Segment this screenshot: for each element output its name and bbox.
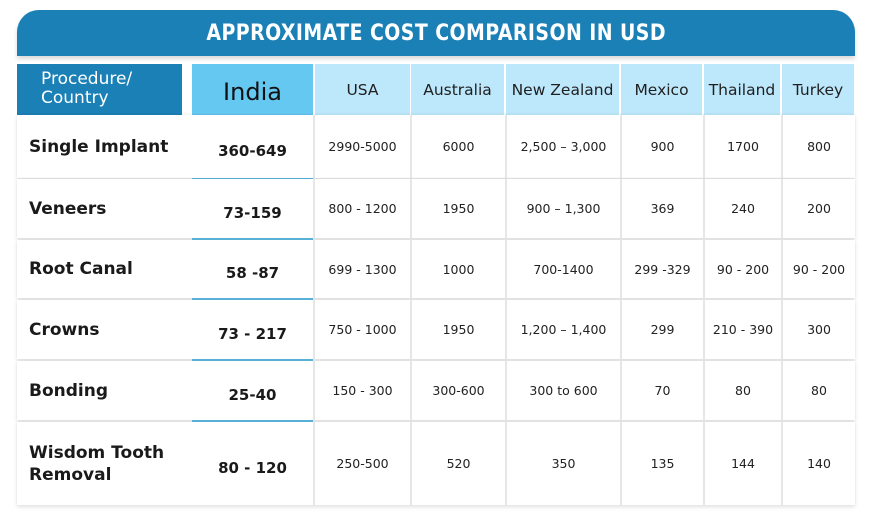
cell-turkey-root-canal: 90 - 200 [781,240,855,298]
cell-india-root-canal: 58 -87 [192,248,313,298]
cell-usa-root-canal: 699 - 1300 [313,240,410,298]
cell-thailand-root-canal: 90 - 200 [703,240,781,298]
cell-mexico-veneers: 369 [620,179,703,238]
column-header-mexico: Mexico [621,64,702,115]
cell-mexico-wisdom-tooth-removal: 135 [620,422,703,505]
cell-mexico-bonding: 70 [620,361,703,420]
corner-header-line-2: Country [41,88,109,108]
column-header-australia: Australia [411,64,504,115]
row-label-text: Single Implant [29,136,168,158]
cell-mexico-root-canal: 299 -329 [620,240,703,298]
row-label-text: Bonding [29,380,108,402]
cell-thailand-crowns: 210 - 390 [703,300,781,359]
cell-new-zealand-root-canal: 700-1400 [505,240,620,298]
corner-header: Procedure/ Country [17,64,182,115]
cell-australia-root-canal: 1000 [410,240,505,298]
table-row [17,300,855,359]
cell-turkey-single-implant: 800 [781,115,855,178]
row-label-crowns: Crowns [17,300,192,359]
table-row [17,115,855,178]
row-label-line: Bonding [29,380,109,401]
row-label-text: Crowns [29,319,99,341]
cell-turkey-bonding: 80 [781,361,855,420]
cell-australia-bonding: 300-600 [410,361,505,420]
cell-usa-bonding: 150 - 300 [313,361,410,420]
cell-usa-veneers: 800 - 1200 [313,179,410,238]
cell-new-zealand-veneers: 900 – 1,300 [505,179,620,238]
table-title-bar: APPROXIMATE COST COMPARISON IN USD [17,10,855,56]
cell-india-wisdom-tooth-removal: 80 - 120 [192,430,313,505]
row-label-root-canal: Root Canal [17,240,192,298]
cell-thailand-wisdom-tooth-removal: 144 [703,422,781,505]
cell-india-bonding: 25-40 [192,369,313,420]
row-label-single-implant: Single Implant [17,115,192,178]
cell-australia-veneers: 1950 [410,179,505,238]
cell-new-zealand-crowns: 1,200 – 1,400 [505,300,620,359]
cell-australia-single-implant: 6000 [410,115,505,178]
table-row [17,240,855,298]
cell-usa-wisdom-tooth-removal: 250-500 [313,422,410,505]
cell-mexico-crowns: 299 [620,300,703,359]
column-header-new-zealand: New Zealand [506,64,619,115]
cell-turkey-wisdom-tooth-removal: 140 [781,422,855,505]
column-header-thailand: Thailand [704,64,780,115]
row-label-line: Crowns [29,319,100,340]
row-label-text: Wisdom Tooth Removal [29,442,164,486]
cell-india-veneers: 73-159 [192,187,313,238]
cell-turkey-veneers: 200 [781,179,855,238]
cell-australia-wisdom-tooth-removal: 520 [410,422,505,505]
row-label-line: Wisdom Tooth [29,442,165,463]
row-label-bonding: Bonding [17,361,192,420]
row-label-text: Root Canal [29,258,133,280]
row-label-text: Veneers [29,198,106,220]
column-header-turkey: Turkey [782,64,854,115]
cell-new-zealand-bonding: 300 to 600 [505,361,620,420]
row-label-line: Removal [29,464,112,485]
cell-mexico-single-implant: 900 [620,115,703,178]
column-header-usa: USA [315,64,410,115]
table-row [17,422,855,505]
row-label-veneers: Veneers [17,179,192,238]
row-label-line: Root Canal [29,259,133,279]
cell-turkey-crowns: 300 [781,300,855,359]
cell-thailand-veneers: 240 [703,179,781,238]
cell-new-zealand-single-implant: 2,500 – 3,000 [505,115,620,178]
table-row [17,361,855,420]
cell-usa-crowns: 750 - 1000 [313,300,410,359]
cell-thailand-bonding: 80 [703,361,781,420]
table-title: APPROXIMATE COST COMPARISON IN USD [206,20,666,46]
table-row [17,179,855,238]
cell-india-crowns: 73 - 217 [192,308,313,359]
row-label-line: Veneers [29,198,107,219]
cell-australia-crowns: 1950 [410,300,505,359]
cell-usa-single-implant: 2990-5000 [313,115,410,178]
row-label-wisdom-tooth-removal: Wisdom Tooth Removal [17,422,192,505]
cell-new-zealand-wisdom-tooth-removal: 350 [505,422,620,505]
row-label-line: Single Implant [29,136,169,157]
column-header-india: India [223,77,282,106]
cell-india-single-implant: 360-649 [192,123,313,178]
corner-header-line-1: Procedure/ [41,69,133,89]
cell-thailand-single-implant: 1700 [703,115,781,178]
